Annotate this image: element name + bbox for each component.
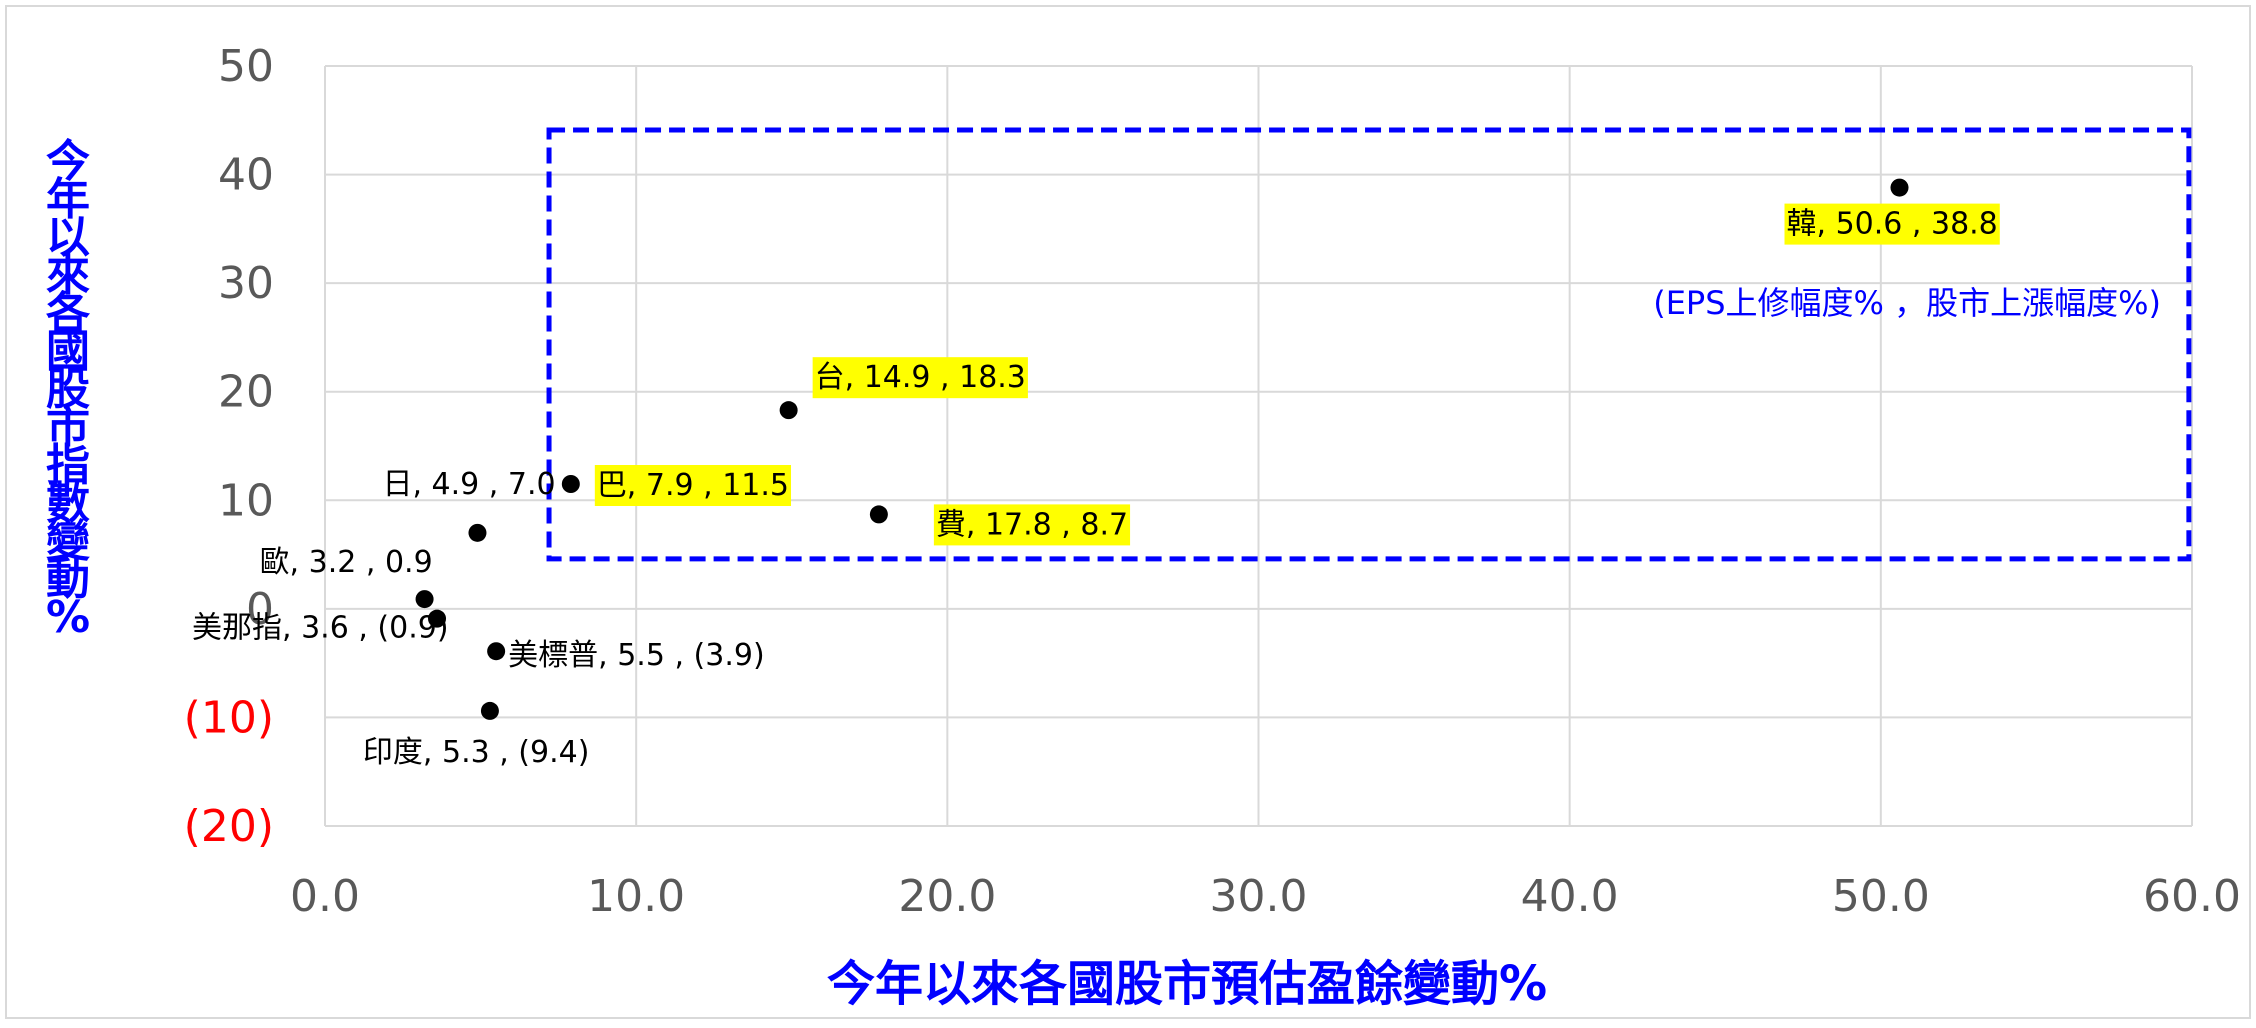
- data-label-group: 日, 4.9 , 7.0: [382, 467, 555, 502]
- x-axis-title: 今年以來各國股市預估盈餘變動%: [827, 956, 1547, 1012]
- data-label-group: 美標普, 5.5 , (3.9): [508, 638, 765, 673]
- y-axis-title-char: 年: [46, 174, 90, 225]
- annotation-text: (EPS上修幅度% ，股市上漲幅度%): [1653, 284, 2161, 322]
- data-point: [487, 642, 506, 661]
- y-axis-title-char: 以: [46, 212, 90, 263]
- y-tick-label: 50: [218, 41, 274, 92]
- data-point: [1890, 178, 1909, 197]
- y-axis-title-char: %: [46, 592, 90, 643]
- data-label-group: 美那指, 3.6 , (0.9): [192, 611, 449, 646]
- data-label-highlight: [812, 357, 1028, 399]
- y-axis-title-char: 國: [46, 326, 90, 377]
- y-tick-label: 10: [218, 475, 274, 526]
- data-label-group: 費, 17.8 , 8.7: [933, 504, 1131, 546]
- x-tick-label: 20.0: [898, 871, 996, 922]
- data-point: [415, 590, 434, 609]
- data-label-highlight: [594, 465, 792, 506]
- data-label-group: 台, 14.9 , 18.3: [812, 357, 1028, 399]
- data-point: [561, 475, 580, 493]
- data-label-group: 韓, 50.6 , 38.8: [1784, 203, 2000, 245]
- y-axis-title-char: 股: [46, 364, 90, 415]
- data-label: 美那指, 3.6 , (0.9): [192, 611, 449, 646]
- data-label-highlight: [933, 504, 1131, 546]
- y-axis-title-char: 來: [46, 250, 90, 301]
- data-label: 巴, 7.9 , 11.5: [597, 468, 789, 503]
- y-tick-label: (10): [184, 692, 274, 743]
- data-point: [480, 701, 499, 720]
- y-axis-title-char: 市: [46, 402, 90, 453]
- data-points: [415, 178, 1909, 720]
- data-label-group: 巴, 7.9 , 11.5: [594, 465, 792, 506]
- data-point: [428, 609, 447, 628]
- x-tick-label: 0.0: [290, 871, 360, 922]
- point-labels: 韓, 50.6 , 38.8 台, 14.9 , 18.3 巴, 7.9 , 11.…: [192, 203, 2000, 770]
- y-tick-label: 20: [218, 367, 274, 418]
- x-tick-label: 60.0: [2143, 871, 2241, 922]
- data-label: 日, 4.9 , 7.0: [382, 467, 555, 502]
- y-tick-label: 40: [218, 150, 274, 201]
- data-label: 台, 14.9 , 18.3: [815, 360, 1026, 395]
- x-tick-label: 10.0: [587, 871, 685, 922]
- y-axis-title-char: 變: [46, 516, 90, 567]
- data-label: 費, 17.8 , 8.7: [936, 507, 1128, 542]
- highlight-box: [546, 127, 2192, 562]
- y-tick-label: 30: [218, 258, 274, 309]
- data-label-group: 印度, 5.3 , (9.4): [363, 735, 590, 770]
- data-point: [468, 523, 487, 542]
- data-label-group: 歐, 3.2 , 0.9: [260, 545, 433, 580]
- x-tick-label: 50.0: [1832, 871, 1930, 922]
- y-axis-title-char: 數: [46, 478, 90, 529]
- y-axis-title-char: 動: [46, 554, 90, 605]
- data-label: 美標普, 5.5 , (3.9): [508, 638, 765, 673]
- data-point: [779, 401, 798, 420]
- data-label: 印度, 5.3 , (9.4): [363, 735, 590, 770]
- data-label: 韓, 50.6 , 38.8: [1787, 207, 1998, 242]
- y-tick-label: (20): [184, 801, 274, 852]
- data-label: 歐, 3.2 , 0.9: [260, 545, 433, 580]
- x-tick-label: 40.0: [1521, 871, 1619, 922]
- y-axis-title-char: 各: [46, 288, 91, 339]
- data-point: [869, 505, 888, 524]
- data-label-highlight: [1784, 203, 2000, 245]
- y-tick-label: 0: [246, 584, 274, 635]
- gridlines: [324, 65, 2193, 827]
- y-axis-title-char: 指: [46, 440, 90, 491]
- x-tick-label: 30.0: [1210, 871, 1308, 922]
- y-axis-title-char: 今: [46, 136, 90, 187]
- chart-border: [5, 5, 2251, 1019]
- axes: 0.0 10.0 20.0 30.0 40.0 50.0 60.0 (20) (10) 0 10 20…: [184, 41, 2241, 922]
